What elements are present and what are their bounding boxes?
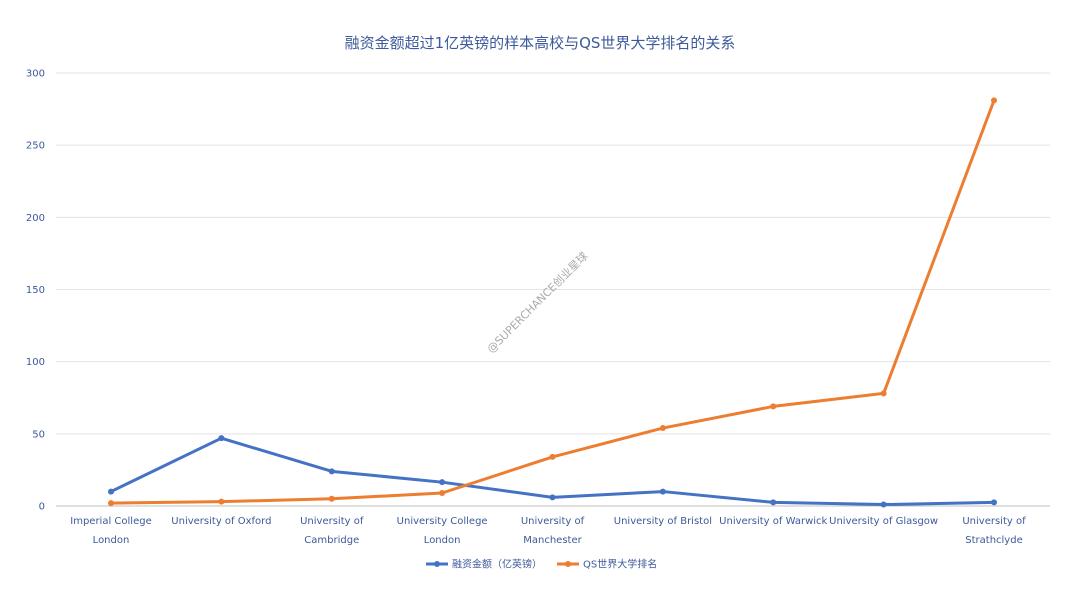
data-point: [218, 498, 225, 505]
data-point: [328, 495, 335, 502]
data-point: [439, 490, 446, 497]
x-category-label: University College London: [397, 516, 488, 546]
legend-label: 融资金额（亿英镑）: [452, 558, 542, 571]
x-category-label: University of Glasgow: [829, 516, 938, 527]
y-axis-ticks: 0 50 100 150 200 250 300: [26, 69, 45, 513]
x-axis-categories: Imperial College London University of Oxfo…: [70, 516, 1026, 546]
x-category-label: University of Strathclyde: [962, 516, 1026, 546]
series-line: [109, 98, 996, 505]
data-point: [880, 501, 887, 508]
gridlines: [56, 72, 1050, 507]
data-point: [880, 390, 887, 397]
data-point: [108, 488, 114, 495]
x-category-label-line: University of: [300, 516, 364, 527]
x-category-label: Imperial College London: [70, 516, 151, 546]
data-point: [659, 425, 666, 432]
chart-title: 融资金额超过1亿英镑的样本高校与QS世界大学排名的关系: [345, 34, 736, 52]
x-category-label: University of Warwick: [719, 516, 827, 527]
data-point: [770, 403, 777, 410]
data-point: [659, 488, 666, 495]
x-category-label-line: University of Bristol: [614, 516, 712, 527]
data-point: [549, 453, 556, 460]
x-category-label-line: University College: [397, 516, 488, 527]
data-point: [218, 435, 225, 442]
x-category-label: University of Bristol: [614, 516, 712, 527]
legend-marker: [565, 561, 571, 567]
x-category-label-line: Cambridge: [304, 535, 359, 546]
data-point: [108, 500, 114, 507]
x-category-label-line: London: [424, 535, 461, 546]
y-tick-label: 300: [26, 69, 45, 80]
watermark: @SUPERCHANCE创业星球: [484, 249, 591, 356]
y-tick-label: 200: [26, 213, 45, 224]
legend: 融资金额（亿英镑） QS世界大学排名: [426, 558, 657, 571]
y-tick-label: 100: [26, 357, 45, 368]
data-point: [991, 97, 997, 104]
data-point: [991, 499, 997, 506]
legend-label: QS世界大学排名: [583, 558, 657, 571]
y-tick-label: 150: [26, 285, 45, 296]
x-category-label: University of Cambridge: [300, 516, 364, 546]
x-category-label: University of Oxford: [171, 516, 271, 527]
data-point: [328, 468, 335, 475]
data-point: [549, 494, 556, 501]
x-category-label-line: University of Oxford: [171, 516, 271, 527]
x-category-label: University of Manchester: [521, 516, 585, 546]
x-category-label-line: Imperial College: [70, 516, 151, 527]
y-tick-label: 250: [26, 141, 45, 152]
x-category-label-line: London: [93, 535, 130, 546]
x-category-label-line: Manchester: [523, 535, 582, 546]
y-tick-label: 0: [39, 502, 45, 513]
y-tick-label: 50: [32, 429, 45, 440]
series-lines: [108, 97, 997, 508]
legend-marker: [434, 561, 440, 567]
data-point: [770, 499, 777, 506]
x-category-label-line: University of: [521, 516, 585, 527]
x-category-label-line: Strathclyde: [965, 535, 1022, 546]
x-category-label-line: University of Glasgow: [829, 516, 938, 527]
data-point: [439, 479, 446, 486]
x-category-label-line: University of Warwick: [719, 516, 827, 527]
x-category-label-line: University of: [962, 516, 1026, 527]
